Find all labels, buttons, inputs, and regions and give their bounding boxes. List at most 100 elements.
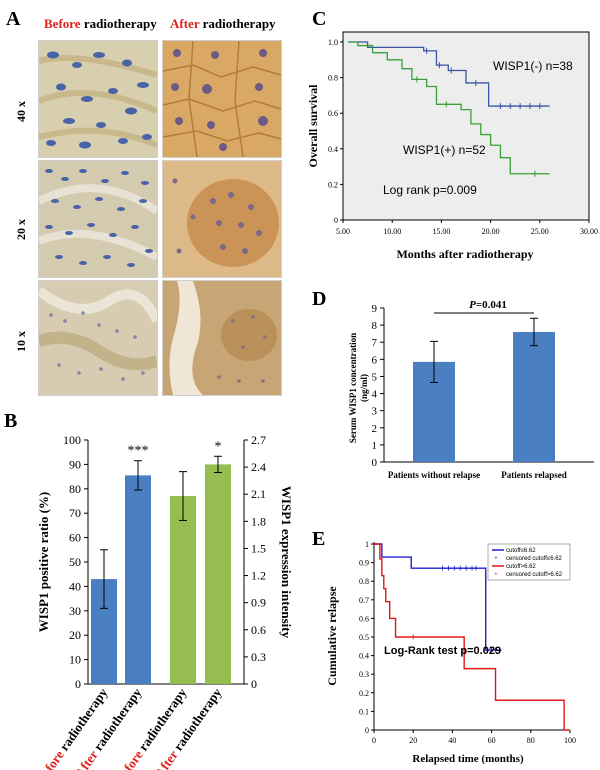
y-tick-label: 6	[372, 354, 378, 366]
y-tick-label: 5	[372, 371, 378, 383]
y2-tick-label: 2.1	[251, 487, 266, 501]
censor-mark	[507, 103, 513, 110]
bar	[170, 496, 196, 684]
micrograph-after-10x	[162, 280, 282, 396]
legend-censored-low: censored cutoff≤6.62	[506, 556, 563, 562]
legend-wisp1-positive: WISP1(+) n=52	[403, 143, 486, 157]
censor-mark	[464, 565, 469, 571]
y-tick-label: 40	[69, 579, 81, 593]
censor-mark	[436, 62, 442, 69]
chart-c: 0 0.2 0.4 0.6 0.8 1.0 5.00 10.00 15.00 20.00 25.00…	[306, 31, 598, 261]
y-tick-label: 70	[69, 506, 81, 520]
micrograph-after-20x	[162, 160, 282, 278]
p-value-rest: =0.041	[476, 299, 507, 311]
survival-curve	[347, 41, 550, 175]
x-axis-label: Relapsed time (months)	[412, 753, 524, 765]
panel-label-c: C	[312, 8, 327, 30]
legend-censored-high: censored cutoff>6.62	[506, 572, 563, 578]
significance-marker: *	[215, 439, 222, 454]
censor-mark	[532, 170, 538, 177]
y2-tick-label: 0.3	[251, 650, 266, 664]
panel-label-b: B	[4, 410, 18, 432]
log-rank-annotation: Log-Rank test p=0.029	[384, 645, 501, 657]
censor-mark	[414, 76, 420, 83]
y-tick-label: 8	[372, 320, 378, 332]
category-label: Patients without relapse	[388, 470, 480, 480]
censor-mark	[497, 103, 503, 110]
y-tick-label: 80	[69, 482, 81, 496]
censor-mark	[443, 101, 449, 108]
y-tick-label: 100	[63, 433, 81, 447]
bar	[205, 464, 231, 684]
x-tick-label: 30.00	[580, 227, 598, 236]
micrograph-after-40x	[162, 40, 282, 158]
relapse-curve	[374, 543, 502, 651]
y-tick-label: 0.7	[359, 596, 369, 605]
censor-mark	[470, 565, 474, 571]
y-tick-label: 60	[69, 531, 81, 545]
micrograph-before-40x	[38, 40, 158, 158]
x-tick-label: 60	[488, 736, 496, 745]
y-tick-label: 0	[365, 726, 369, 735]
y-tick-label: 1.0	[328, 38, 338, 47]
censor-mark	[448, 67, 454, 74]
relapse-curve	[374, 543, 570, 731]
y2-tick-label: 0.9	[251, 596, 266, 610]
y-axis-label: Overall survival	[306, 84, 320, 168]
significance-marker: ***	[128, 444, 149, 459]
x-tick-label: 0	[372, 736, 376, 745]
y-tick-label: 30	[69, 604, 81, 618]
bar	[125, 475, 151, 684]
y-tick-label: 0	[372, 457, 378, 469]
y-tick-label: 0.8	[359, 577, 369, 586]
magnification-40x: 40 x	[14, 101, 28, 122]
magnification-20x: 20 x	[14, 219, 28, 240]
after-header: After radiotherapy	[170, 16, 276, 32]
before-word: Before	[44, 16, 81, 31]
y-tick-label: 2	[372, 423, 378, 435]
y2-tick-label: 2.7	[251, 433, 266, 447]
censor-mark	[473, 565, 478, 571]
y-tick-label: 0.6	[328, 109, 338, 118]
y2-tick-label: 1.8	[251, 514, 266, 528]
log-rank-annotation: Log rank p=0.009	[383, 183, 477, 197]
censor-mark	[411, 634, 416, 640]
censor-mark	[497, 647, 502, 653]
bar	[513, 331, 555, 462]
micrograph-before-20x	[38, 160, 158, 278]
y-tick-label: 1	[365, 540, 369, 549]
y2-tick-label: 2.4	[251, 460, 266, 474]
y-tick-label: 10	[69, 653, 81, 667]
y-tick-label: 0.5	[359, 633, 369, 642]
y-tick-label: 9	[372, 303, 378, 315]
censor-mark	[527, 103, 533, 110]
y-tick-label: 0.2	[328, 180, 338, 189]
x-tick-label: 100	[564, 736, 576, 745]
y2-axis-label: WISP1 expression intensity	[279, 486, 294, 639]
legend-low: cutoff≤6.62	[506, 548, 536, 554]
censor-mark	[517, 103, 523, 110]
legend-swatch-censored-high: +	[494, 570, 498, 578]
y-tick-label: 50	[69, 555, 81, 569]
censor-mark	[537, 103, 543, 110]
censor-mark	[473, 79, 479, 86]
y-tick-label: 0.9	[359, 559, 369, 568]
magnification-10x: 10 x	[14, 331, 28, 352]
y-axis-label-line1: Serum WISP1 concentration	[348, 333, 358, 443]
x-tick-label: 5.00	[336, 227, 350, 236]
x-tick-label: 20	[409, 736, 417, 745]
y-tick-label: 90	[69, 457, 81, 471]
panel-label-d: D	[312, 288, 327, 310]
chart-b: 0 10 20 30 40 50 60 70 80 90 100 0 0.3 0.6 0.9 1.2 1.5 1.…	[33, 433, 294, 770]
censor-mark	[424, 47, 430, 54]
y-tick-label: 20	[69, 628, 81, 642]
y-axis-label: Cumulative relapse	[325, 586, 339, 686]
x-tick-label: 15.00	[432, 227, 450, 236]
after-radiotherapy-word: radiotherapy	[202, 16, 276, 31]
y2-tick-label: 1.2	[251, 569, 266, 583]
y-tick-label: 0	[75, 677, 81, 691]
panel-label-e: E	[312, 528, 326, 550]
plot-area	[342, 31, 590, 221]
y-tick-label: 0.8	[328, 74, 338, 83]
x-tick-label: 10.00	[383, 227, 401, 236]
